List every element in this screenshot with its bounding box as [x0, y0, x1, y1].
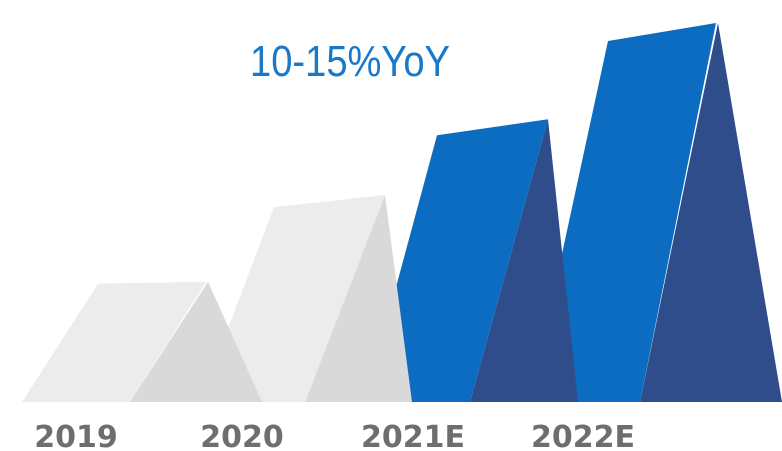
category-label-2019: 2019 [34, 420, 118, 451]
category-labels: 2019 2020 2021E 2022E [34, 420, 635, 451]
bar-2019 [22, 281, 206, 402]
category-label-2022e: 2022E [531, 420, 635, 451]
category-label-2021e: 2021E [361, 420, 465, 451]
bar-2020 [200, 195, 385, 402]
bar-side-2020 [305, 195, 412, 402]
bar-side-2021e [470, 119, 578, 402]
bar-2022e [530, 23, 716, 402]
bar-2021e [365, 119, 548, 402]
bar-side-2022e [640, 23, 782, 402]
bars-layer [22, 23, 782, 402]
growth-annotation: 10-15%YoY [250, 37, 450, 86]
bar-side-2019 [130, 281, 262, 402]
category-label-2020: 2020 [200, 420, 284, 451]
